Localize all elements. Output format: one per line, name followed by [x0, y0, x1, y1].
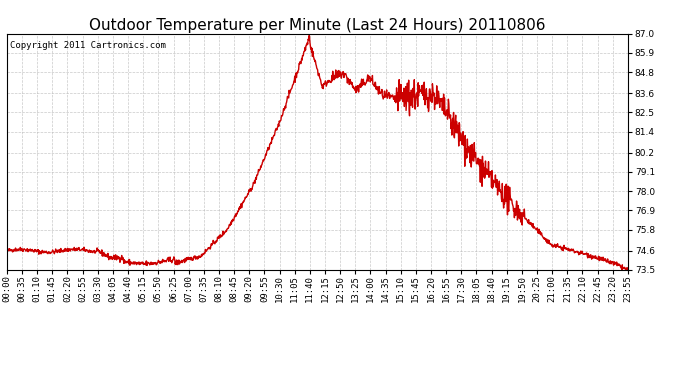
Text: Copyright 2011 Cartronics.com: Copyright 2011 Cartronics.com	[10, 41, 166, 50]
Title: Outdoor Temperature per Minute (Last 24 Hours) 20110806: Outdoor Temperature per Minute (Last 24 …	[89, 18, 546, 33]
